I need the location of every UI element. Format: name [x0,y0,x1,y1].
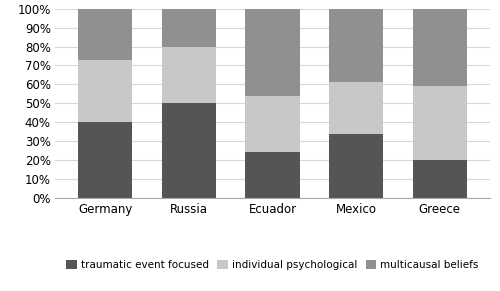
Bar [78,60,132,122]
Legend: traumatic event focused, individual psychological, multicausal beliefs: traumatic event focused, individual psyc… [62,256,483,274]
Bar [162,47,216,103]
Bar [329,83,384,134]
Bar [162,9,216,47]
Bar [246,96,300,152]
Bar [162,103,216,198]
Bar [329,134,384,198]
Bar [78,9,132,60]
Bar [329,9,384,83]
Bar [412,9,467,86]
Bar [78,122,132,198]
Bar [246,152,300,198]
Bar [412,160,467,198]
Bar [412,86,467,160]
Bar [246,9,300,96]
